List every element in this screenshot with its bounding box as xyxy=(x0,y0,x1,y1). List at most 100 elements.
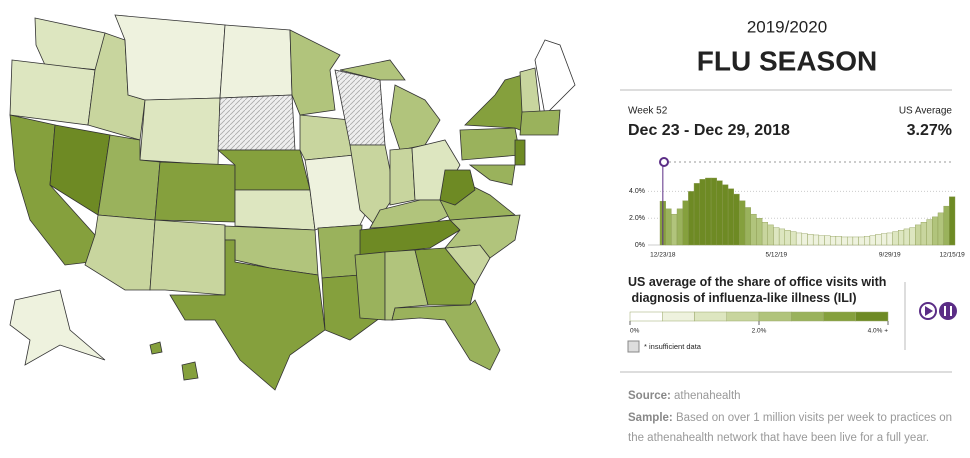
state xyxy=(34,17,106,71)
weekly-chart: 0% 2.0% 4.0% 12/23/18 5/12/19 9/29/19 12/15/19 xyxy=(629,166,965,259)
bar xyxy=(801,233,808,246)
bar xyxy=(739,200,746,246)
state xyxy=(459,127,521,161)
bar xyxy=(841,236,848,246)
bar xyxy=(671,213,678,246)
state xyxy=(519,109,561,136)
bar xyxy=(847,236,854,246)
state xyxy=(84,214,156,291)
timeline-handle[interactable] xyxy=(659,157,669,167)
bar xyxy=(676,208,683,246)
x-tick-label: 5/12/19 xyxy=(765,252,787,259)
y-tick-label: 4.0% xyxy=(629,188,645,195)
bar xyxy=(784,230,791,246)
y-tick-label: 2.0% xyxy=(629,215,645,222)
bar xyxy=(750,213,757,246)
bar xyxy=(812,234,820,246)
bar xyxy=(767,224,774,246)
state xyxy=(519,67,541,113)
bar xyxy=(818,235,825,246)
state xyxy=(468,164,516,186)
insufficient-label: * insufficient data xyxy=(644,342,702,351)
bar xyxy=(733,193,740,246)
legend-swatch xyxy=(823,311,856,322)
state xyxy=(514,139,526,166)
bar xyxy=(898,230,905,246)
x-tick-label: 12/15/19 xyxy=(940,252,966,259)
bar xyxy=(858,236,865,246)
state xyxy=(219,24,293,99)
state xyxy=(464,74,529,131)
bar xyxy=(710,177,717,246)
bar xyxy=(716,180,723,246)
bar xyxy=(682,200,689,246)
play-icon xyxy=(925,306,933,316)
sample-text: Based on over 1 million visits per week … xyxy=(628,412,953,444)
legend-swatch xyxy=(791,311,824,322)
legend-label: 0% xyxy=(630,328,640,335)
state xyxy=(9,59,96,126)
week-label: Week 52 xyxy=(628,106,668,117)
y-tick-label: 0% xyxy=(635,242,645,249)
state xyxy=(234,189,316,231)
bar xyxy=(835,236,842,246)
bar xyxy=(727,188,734,246)
bar xyxy=(903,228,910,246)
bar xyxy=(932,216,939,246)
bar xyxy=(773,227,780,246)
bar xyxy=(824,235,831,246)
average-value: 3.27% xyxy=(907,122,952,139)
bar xyxy=(756,217,763,246)
legend-swatch xyxy=(758,311,792,322)
bar xyxy=(761,222,768,246)
source: Source: athenahealth xyxy=(628,386,958,406)
state xyxy=(181,361,199,381)
state xyxy=(149,341,163,355)
bar xyxy=(915,224,922,246)
bar xyxy=(693,183,700,246)
bar xyxy=(949,196,956,246)
bar xyxy=(875,234,882,246)
pause-button[interactable] xyxy=(939,302,957,320)
bar xyxy=(881,233,888,246)
bar xyxy=(864,236,871,246)
legend-title: US average of the share of office visits… xyxy=(628,275,886,305)
bar xyxy=(920,222,927,246)
source-text: athenahealth xyxy=(674,390,741,402)
bar xyxy=(807,234,814,246)
legend-swatch xyxy=(855,311,889,322)
week-dates: Dec 23 - Dec 29, 2018 xyxy=(628,122,790,139)
state xyxy=(139,97,221,166)
state xyxy=(169,239,326,391)
state xyxy=(217,94,296,151)
sample-label: Sample: xyxy=(628,412,673,424)
bar xyxy=(909,227,916,246)
legend: 0% 2.0% 4.0% + xyxy=(629,311,889,335)
state xyxy=(154,161,236,223)
state xyxy=(317,224,363,279)
bar xyxy=(852,236,859,246)
us-map xyxy=(9,14,576,391)
pause-icon xyxy=(944,306,952,316)
bar xyxy=(943,205,950,246)
bar xyxy=(926,219,933,246)
state xyxy=(114,14,226,101)
page-title: FLU SEASON xyxy=(697,45,877,76)
bar xyxy=(829,236,837,246)
bar xyxy=(869,235,876,246)
bar xyxy=(688,191,695,246)
legend-label: 2.0% xyxy=(752,328,767,335)
bar xyxy=(892,231,899,246)
bar xyxy=(665,208,672,246)
state xyxy=(9,289,106,366)
legend-swatch xyxy=(694,311,727,322)
bar xyxy=(937,212,944,246)
season: 2019/2020 xyxy=(747,17,827,36)
bar xyxy=(705,177,712,246)
x-tick-label: 9/29/19 xyxy=(879,252,901,259)
legend-label: 4.0% + xyxy=(868,328,889,335)
sample: Sample: Based on over 1 million visits p… xyxy=(628,408,958,448)
state xyxy=(389,84,441,151)
